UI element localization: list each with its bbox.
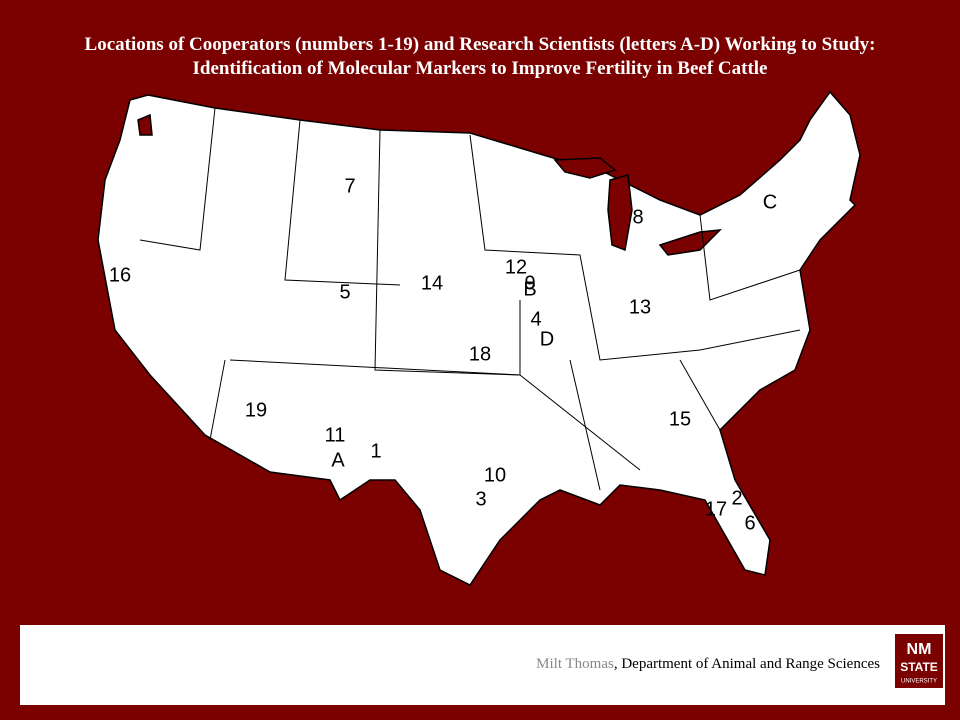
location-marker: 14 [421, 272, 443, 294]
title-line: Locations of Cooperators (numbers 1-19) … [85, 34, 876, 55]
location-marker: 10 [484, 464, 506, 486]
location-marker: 1 [370, 440, 381, 462]
location-marker: 8 [632, 206, 643, 228]
location-marker: 15 [669, 408, 691, 430]
logo: NM STATE UNIVERSITY [895, 634, 943, 688]
location-marker: 3 [475, 488, 486, 510]
location-marker: A [331, 449, 345, 471]
location-marker: 4 [530, 308, 541, 330]
location-marker: B [523, 278, 536, 300]
location-marker: 11 [325, 424, 346, 446]
location-marker: 2 [731, 487, 742, 509]
affiliation: , Department of Animal and Range Science… [614, 656, 880, 672]
location-marker: 5 [339, 281, 350, 303]
location-marker: C [763, 191, 777, 213]
logo-text: STATE [900, 660, 938, 674]
location-marker: 7 [344, 175, 355, 197]
footer-box [20, 625, 945, 705]
location-marker: D [540, 328, 554, 350]
logo-text: NM [907, 641, 932, 658]
location-marker: 16 [109, 264, 131, 286]
location-marker: 12 [505, 256, 527, 278]
footer-credit: Milt Thomas, Department of Animal and Ra… [536, 656, 880, 672]
location-marker: 9 [524, 272, 535, 294]
location-marker: 13 [629, 296, 651, 318]
title-line: Identification of Molecular Markers to I… [193, 58, 768, 79]
logo-text: UNIVERSITY [901, 679, 937, 685]
location-marker: 19 [245, 399, 267, 421]
location-marker: 18 [469, 343, 491, 365]
author: Milt Thomas [536, 656, 614, 672]
location-marker: 17 [705, 498, 727, 520]
us-map [97, 90, 861, 586]
location-marker: 6 [744, 512, 755, 534]
